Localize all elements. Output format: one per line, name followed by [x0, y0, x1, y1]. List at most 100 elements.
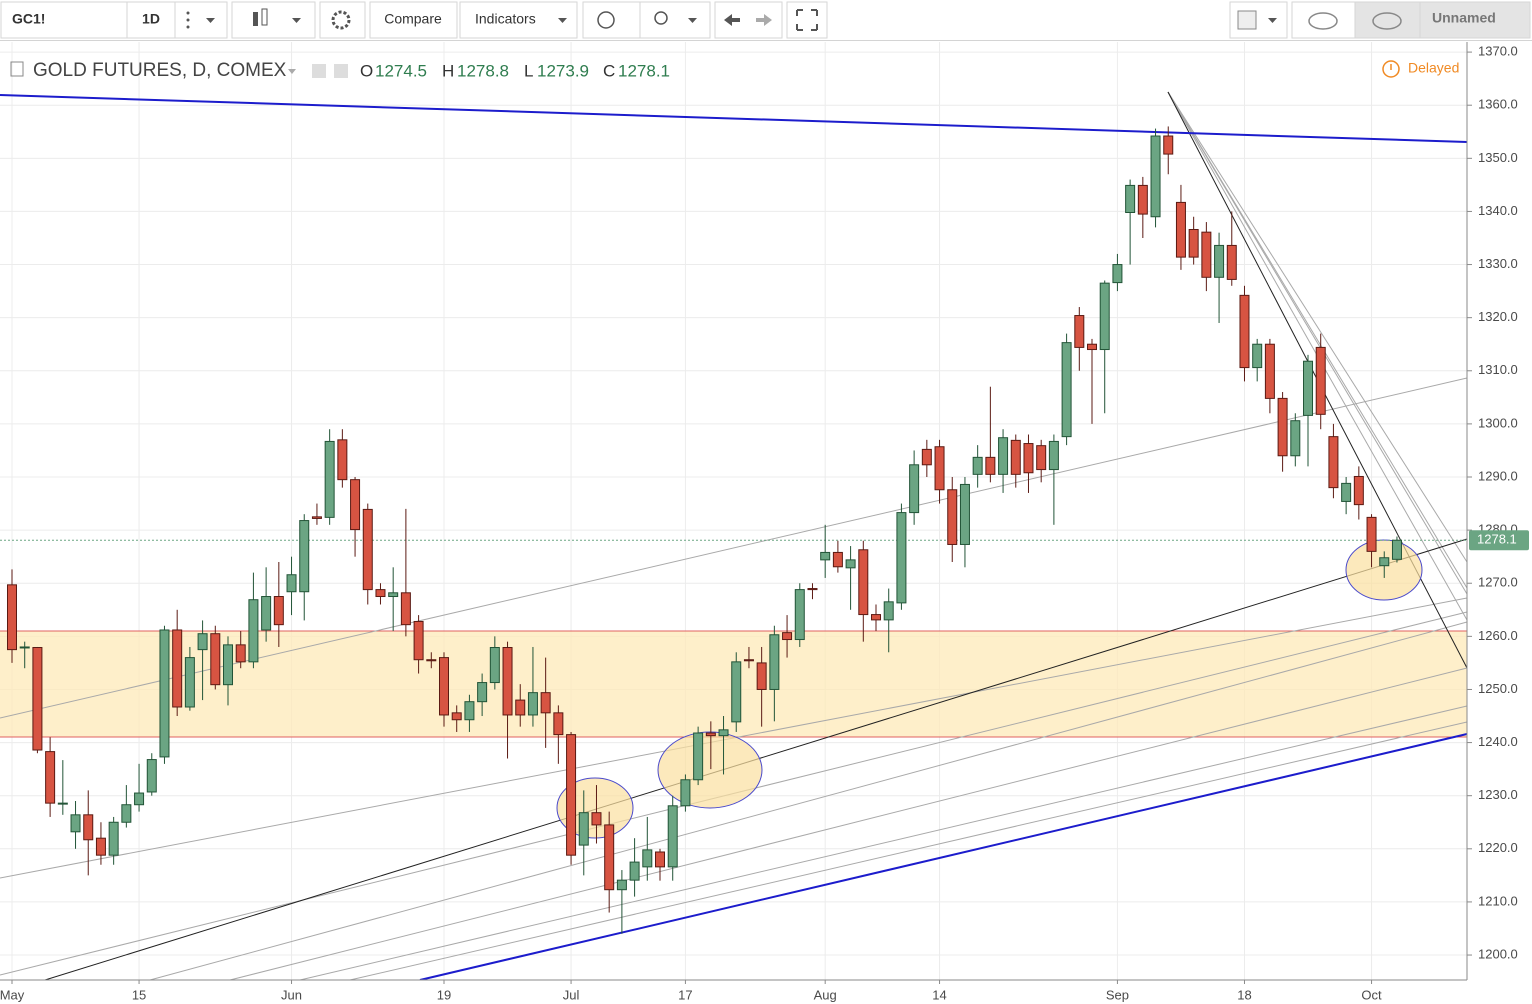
candle-body	[705, 732, 716, 737]
save-button[interactable]	[1354, 1, 1421, 39]
fullscreen-icon	[796, 9, 818, 31]
dropdown-arrow	[688, 18, 697, 23]
candle-body	[1214, 244, 1225, 278]
layout-button[interactable]	[1419, 1, 1531, 39]
candle-body	[832, 551, 843, 568]
settings-button[interactable]	[319, 1, 366, 39]
toolbar: GC1! 1D Compare Indicators	[0, 0, 1532, 41]
legend-eye-icon[interactable]	[312, 64, 326, 78]
candle-body	[553, 712, 564, 736]
candle-body	[909, 464, 920, 514]
candle-body	[642, 849, 653, 868]
candle-body	[794, 589, 805, 641]
candle-body	[1264, 343, 1275, 399]
ideas-button[interactable]	[639, 1, 711, 39]
candle-icon	[261, 8, 268, 26]
candle-body	[388, 592, 399, 598]
resistance-line	[0, 94, 1468, 143]
y-tick-label: 1200.0	[1478, 946, 1518, 961]
y-tick-label: 1370.0	[1478, 44, 1518, 59]
collapse-icon[interactable]	[10, 61, 24, 77]
candle-body	[1074, 315, 1085, 348]
candle-body	[159, 629, 170, 758]
interval-menu[interactable]	[174, 1, 228, 39]
candle-body	[807, 588, 818, 591]
y-tick-label: 1320.0	[1478, 309, 1518, 324]
support-line	[419, 733, 1468, 981]
bulb-icon	[654, 11, 668, 25]
candle-body	[7, 584, 17, 651]
candle-body	[1061, 342, 1072, 438]
candle-body	[972, 456, 983, 475]
candle-body	[921, 448, 932, 466]
y-tick-label: 1270.0	[1478, 575, 1518, 590]
candle-body	[604, 824, 615, 891]
y-tick-label: 1340.0	[1478, 203, 1518, 218]
legend-menu-arrow[interactable]	[288, 69, 296, 74]
plot-area	[0, 42, 1467, 980]
x-tick-label: Sep	[1106, 987, 1129, 1002]
y-tick-label: 1230.0	[1478, 787, 1518, 802]
x-tick-label: Oct	[1361, 987, 1382, 1002]
candle-body	[1150, 135, 1161, 218]
candle-body	[934, 446, 945, 491]
candle-body	[566, 734, 577, 856]
last-price-label: 1278.1	[1477, 532, 1517, 547]
x-tick-label: 15	[132, 987, 146, 1002]
trend-line	[299, 705, 1468, 981]
symbol-button[interactable]	[0, 1, 128, 39]
candle-body	[1125, 184, 1136, 213]
candle-body	[426, 659, 437, 662]
candle-body	[400, 592, 411, 626]
candle-body	[337, 439, 348, 481]
delayed-icon	[1382, 60, 1400, 78]
candle-body	[1290, 420, 1301, 457]
candle-body	[1366, 516, 1377, 552]
legend-settings-icon[interactable]	[334, 64, 348, 78]
candle-body	[286, 574, 297, 593]
y-tick-label: 1250.0	[1478, 681, 1518, 696]
candle-body	[1188, 228, 1199, 258]
last-price-box	[1469, 530, 1529, 551]
compare-button[interactable]	[369, 1, 458, 39]
candle-body	[197, 633, 208, 651]
candle-body	[718, 729, 729, 737]
candle-body	[121, 804, 132, 823]
candle-body	[248, 599, 259, 663]
price-axis	[1467, 42, 1532, 1004]
candle-body	[527, 692, 538, 716]
x-tick-label: 19	[437, 987, 451, 1002]
candle-body	[489, 647, 500, 684]
gear-icon	[331, 10, 351, 30]
candle-body	[464, 701, 475, 721]
dots-icon	[186, 18, 190, 22]
fullscreen-button[interactable]	[786, 1, 828, 39]
candle-body	[1137, 184, 1148, 215]
y-tick-label: 1310.0	[1478, 362, 1518, 377]
load-button[interactable]	[1291, 1, 1356, 39]
delayed-status: Delayed	[1408, 60, 1459, 76]
y-tick-label: 1260.0	[1478, 628, 1518, 643]
candle-body	[655, 851, 666, 868]
alert-button[interactable]	[582, 1, 641, 39]
candle-body	[693, 732, 704, 781]
chart-style-button[interactable]	[231, 1, 316, 39]
candle-body	[223, 644, 234, 686]
y-tick-label: 1210.0	[1478, 893, 1518, 908]
candle-body	[1087, 343, 1098, 351]
candle-body	[1353, 475, 1364, 506]
candle-body	[1175, 201, 1186, 258]
candle-body	[1315, 346, 1326, 415]
candle-body	[235, 644, 246, 663]
candle-body	[998, 437, 1009, 475]
indicators-button[interactable]	[459, 1, 578, 39]
candle-body	[985, 456, 996, 475]
cloud-download-icon	[1308, 12, 1338, 30]
legend-high: 1278.8	[457, 61, 509, 80]
legend-high-key: H	[442, 61, 454, 80]
candle-body	[19, 646, 30, 649]
candle-body	[731, 661, 742, 723]
candle-body	[1010, 439, 1021, 475]
alarm-icon	[597, 11, 615, 29]
candle-body	[959, 483, 970, 545]
